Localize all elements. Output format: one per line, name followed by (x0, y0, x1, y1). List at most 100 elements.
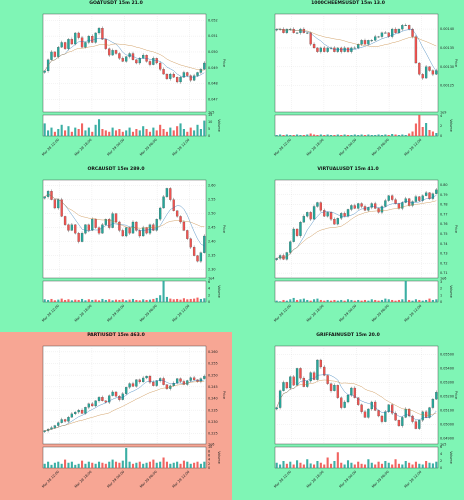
volume-bar (199, 129, 202, 136)
candle-down (192, 247, 196, 256)
volume-bar (196, 297, 199, 302)
volume-axis-label: Volume (449, 285, 453, 298)
volume-bar (377, 134, 380, 136)
time-tick-label: Mar 29 06:00 (139, 470, 158, 489)
candle-up (316, 202, 319, 207)
candle-up (343, 47, 346, 52)
candle-up (282, 382, 285, 391)
volume-bar (340, 135, 343, 136)
volume-bar (165, 461, 169, 468)
volume-tick-label: 6 (208, 280, 210, 284)
volume-bar (414, 123, 417, 136)
candle-up (285, 252, 289, 260)
moving-average-long (44, 381, 205, 431)
candle-up (159, 378, 162, 381)
volume-tick-label: 4 (208, 287, 210, 291)
volume-panel (274, 280, 439, 303)
candle-down (53, 199, 57, 209)
volume-bar (435, 299, 438, 302)
volume-bar (346, 299, 350, 302)
volume-bar (380, 299, 384, 302)
candle-down (108, 48, 111, 56)
chart-title: ORCAUSDT 15m 289.0 (87, 167, 145, 172)
volume-bar (326, 299, 329, 302)
candle-up (175, 378, 179, 384)
time-tick-label: Mar 28 12:00 (41, 304, 60, 323)
candle-down (138, 230, 141, 237)
candle-down (135, 221, 138, 231)
price-tick-label: 0.260 (208, 350, 218, 354)
candle-up (357, 44, 360, 49)
volume-bar (428, 130, 431, 136)
volume-bar (285, 463, 288, 468)
volume-bar (336, 300, 339, 302)
volume-bar (84, 130, 87, 136)
volume-tick-label: 10 (208, 445, 212, 449)
candle-down (165, 73, 169, 79)
volume-bar (114, 299, 118, 302)
candle-down (295, 228, 299, 236)
volume-bar (292, 135, 295, 136)
volume-bar (80, 298, 84, 302)
chart-panel-1: GOATUSDT 15m 21.0 0.052 0.051 0.050 0.049 0.… (0, 0, 232, 166)
candle-down (391, 404, 394, 414)
candle-up (404, 198, 407, 203)
price-tick-label: 0.05000 (440, 423, 454, 427)
volume-bar (357, 461, 360, 468)
volume-bar (329, 135, 333, 136)
time-tick-label: Mar 29 06:00 (371, 470, 390, 489)
volume-exponent: 1e6 (208, 443, 214, 447)
candle-up (306, 380, 309, 387)
volume-bar (203, 461, 206, 468)
volume-bar (279, 134, 282, 136)
candle-down (67, 224, 70, 231)
volume-bar (353, 464, 356, 468)
candle-up (60, 42, 63, 48)
candle-down (323, 210, 326, 217)
candle-up (111, 50, 114, 56)
candle-down (182, 221, 186, 231)
volume-bar (360, 134, 363, 136)
chart-title: 1000CHEEMSUSDT 15m 13.0 (311, 1, 385, 6)
volume-bar (391, 464, 394, 468)
volume-bar (145, 462, 148, 468)
volume-bar (306, 459, 309, 468)
candle-up (111, 391, 114, 396)
price-tick-label: 0.05200 (440, 395, 454, 399)
candle-up (312, 206, 316, 220)
chart-title: GOATUSDT 15m 21.0 (89, 1, 143, 6)
price-tick-label: 0.05100 (440, 409, 454, 413)
candle-down (175, 77, 179, 83)
volume-bar (121, 460, 124, 468)
volume-bar (309, 463, 312, 468)
candle-down (312, 44, 316, 49)
volume-bar (203, 120, 206, 136)
volume-bar (118, 299, 121, 302)
candle-down (316, 47, 319, 52)
volume-bar (401, 134, 404, 136)
candle-up (289, 28, 292, 30)
volume-panel (42, 446, 207, 469)
price-tick-label: 2.40 (208, 240, 216, 244)
candle-up (43, 196, 46, 199)
candle-down (192, 377, 196, 380)
volume-bar (169, 127, 172, 136)
candle-down (186, 230, 189, 239)
candle-up (87, 403, 90, 408)
price-tick-label: 0.047 (208, 97, 218, 101)
time-tick-label: Mar 29 00:00 (338, 304, 357, 323)
volume-bar (323, 300, 326, 302)
volume-bar (74, 299, 77, 302)
volume-bar (425, 123, 428, 136)
volume-bar (428, 462, 431, 468)
volume-bar (57, 461, 60, 468)
candle-up (326, 212, 329, 217)
volume-exponent: 1e4 (208, 277, 214, 281)
volume-bar (316, 461, 319, 468)
volume-bar (435, 133, 438, 136)
volume-bar (418, 463, 421, 468)
candle-down (70, 39, 74, 45)
candle-up (367, 408, 370, 418)
volume-bar (428, 298, 431, 302)
candle-down (333, 47, 336, 52)
